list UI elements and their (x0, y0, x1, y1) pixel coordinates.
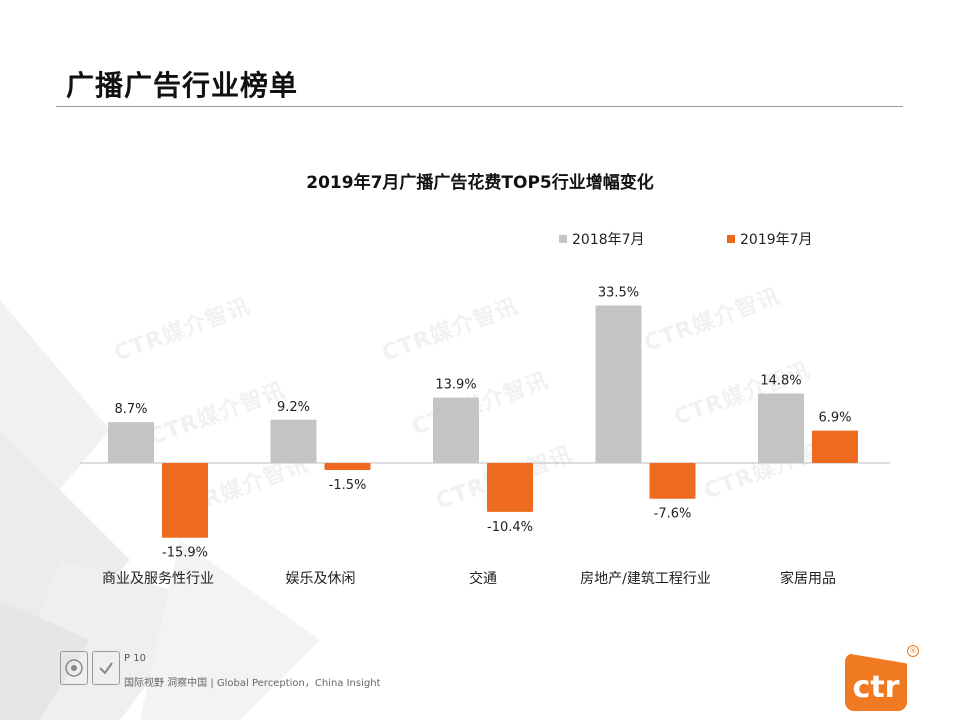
data-label: 13.9% (435, 378, 476, 393)
page-title: 广播广告行业榜单 (66, 69, 299, 102)
data-label: -10.4% (487, 520, 533, 535)
sgs-cert-icon (60, 651, 88, 685)
data-label: 33.5% (598, 286, 639, 301)
data-label: -7.6% (654, 507, 692, 522)
legend-label-2018: 2018年7月 (572, 232, 645, 248)
legend-label-2019: 2019年7月 (740, 232, 813, 248)
certification-logos (60, 651, 120, 685)
title-divider (56, 106, 903, 107)
category-label: 娱乐及休闲 (286, 571, 356, 587)
category-label: 房地产/建筑工程行业 (580, 571, 711, 587)
legend-item-2018: 2018年7月 (559, 229, 645, 249)
bar-2019 (324, 463, 371, 471)
data-label: -1.5% (329, 478, 367, 493)
bar-2018 (108, 422, 154, 463)
category-label: 家居用品 (780, 570, 836, 587)
category-label: 商业及服务性行业 (102, 571, 214, 587)
legend-swatch-2019 (727, 235, 735, 243)
ctr-logo: ctr (845, 653, 907, 711)
bar-2019 (487, 463, 533, 512)
data-label: 8.7% (114, 402, 147, 417)
bar-2019 (812, 430, 858, 463)
registered-mark-icon: ® (907, 645, 919, 657)
legend-swatch-2018 (559, 235, 567, 243)
page-number: P 10 (124, 653, 146, 664)
bar-2018 (758, 393, 804, 463)
data-label: 6.9% (818, 411, 851, 426)
chart-title: 2019年7月广播广告花费TOP5行业增幅变化 (306, 173, 654, 193)
bar-2019 (162, 463, 208, 538)
footer-tagline: 国际视野 洞察中国 | Global Perception，China Insi… (124, 678, 381, 689)
category-label: 交通 (469, 570, 497, 587)
bar-2018 (595, 305, 642, 463)
data-label: 14.8% (760, 373, 801, 388)
bar-2018 (270, 419, 317, 463)
data-label: -15.9% (162, 546, 208, 561)
bar-2018 (433, 397, 479, 463)
ukas-cert-icon (92, 651, 120, 685)
ctr-logo-text: ctr (852, 670, 900, 705)
data-label: 9.2% (277, 400, 310, 415)
bar-2019 (649, 463, 696, 499)
legend-item-2019: 2019年7月 (727, 229, 813, 249)
